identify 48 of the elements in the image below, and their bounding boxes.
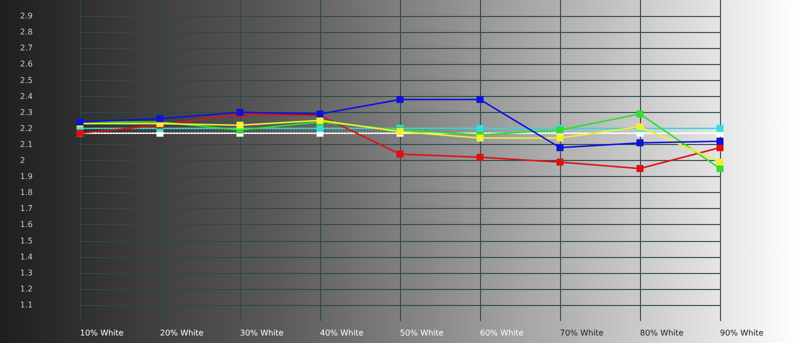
point — [556, 134, 564, 142]
y-tick-label: 2.5 — [20, 76, 33, 85]
y-tick-label: 1.2 — [20, 284, 33, 294]
y-tick-label: 2.3 — [20, 108, 33, 117]
point — [636, 165, 644, 172]
y-tick-label: 2.8 — [20, 28, 33, 37]
point — [716, 158, 724, 166]
y-tick-label: 1.4 — [20, 252, 33, 262]
point — [476, 124, 484, 132]
x-tick-label: 30% White — [240, 328, 284, 338]
y-tick-label: 2.2 — [20, 124, 33, 133]
point — [716, 124, 724, 132]
x-tick-label: 60% White — [480, 328, 524, 338]
y-tick-label: 2.7 — [20, 44, 33, 53]
point — [476, 134, 484, 142]
x-tick-label: 20% White — [160, 328, 204, 338]
point — [716, 144, 724, 152]
point — [396, 96, 404, 104]
y-tick-label: 1.7 — [20, 204, 33, 214]
y-tick-label: 1.3 — [20, 268, 33, 278]
point — [636, 110, 644, 118]
x-tick-label: 50% White — [400, 328, 444, 338]
point — [476, 96, 484, 104]
point — [396, 150, 404, 158]
y-tick-label: 1.6 — [20, 220, 33, 230]
point — [156, 115, 164, 122]
y-tick-label: 2.1 — [20, 140, 33, 149]
point — [316, 124, 324, 132]
point — [636, 139, 644, 146]
point — [556, 158, 564, 166]
x-tick-label: 90% White — [720, 328, 764, 338]
y-tick-label: 1.1 — [20, 300, 33, 310]
y-tick-label: 2.4 — [20, 92, 33, 101]
point — [716, 138, 724, 145]
point — [476, 154, 484, 161]
x-tick-label: 70% White — [560, 328, 604, 338]
point — [716, 165, 724, 172]
point — [556, 144, 564, 152]
y-tick-label: 2.9 — [20, 12, 33, 21]
point — [236, 122, 244, 129]
y-tick-label: 2.6 — [20, 60, 33, 69]
x-tick-label: 40% White — [320, 328, 364, 338]
x-tick-label: 10% White — [80, 328, 124, 338]
y-tick-label: 1.9 — [20, 172, 33, 182]
y-tick-label: 1.8 — [20, 188, 33, 198]
x-tick-label: 80% White — [640, 328, 684, 338]
y-tick-label: 1.5 — [20, 236, 33, 246]
y-tick-label: 2 — [20, 156, 26, 165]
